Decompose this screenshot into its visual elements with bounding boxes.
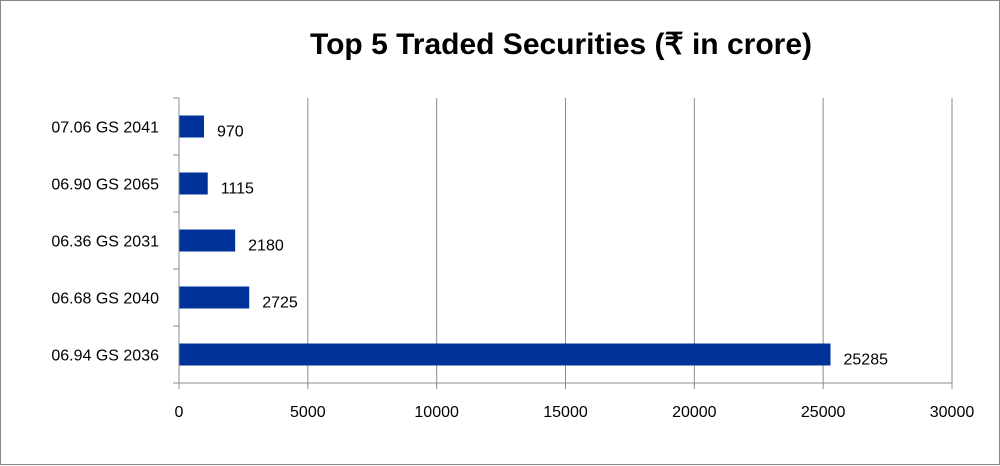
category-label: 07.06 GS 2041: [51, 120, 159, 137]
data-label: 25285: [844, 352, 889, 369]
x-tick-label: 30000: [930, 404, 975, 421]
gridlines: [307, 98, 953, 383]
bar: [179, 172, 208, 195]
bars: 970 1115 2180 2725 25285: [179, 115, 889, 369]
bar: [179, 115, 204, 138]
category-label: 06.94 GS 2036: [51, 348, 159, 365]
category-label: 06.90 GS 2065: [51, 177, 159, 194]
x-tick-label: 15000: [543, 404, 588, 421]
data-label: 970: [217, 124, 244, 141]
category-label: 06.68 GS 2040: [51, 291, 159, 308]
data-label: 2180: [248, 238, 284, 255]
data-label: 1115: [221, 181, 254, 198]
axes: 0 5000 10000 15000 20000 25000 30000 07.06 GS 2…: [51, 97, 975, 421]
x-tick-label: 20000: [672, 404, 717, 421]
chart-title: Top 5 Traded Securities (₹ in crore): [310, 28, 812, 61]
data-label: 2725: [262, 295, 298, 312]
category-label: 06.36 GS 2031: [51, 234, 159, 251]
x-tick-label: 10000: [414, 404, 459, 421]
x-tick-label: 25000: [801, 404, 846, 421]
bar: [179, 286, 250, 309]
bar: [179, 229, 236, 252]
x-tick-label: 0: [175, 404, 184, 421]
x-tick-label: 5000: [290, 404, 326, 421]
bar: [179, 343, 831, 366]
